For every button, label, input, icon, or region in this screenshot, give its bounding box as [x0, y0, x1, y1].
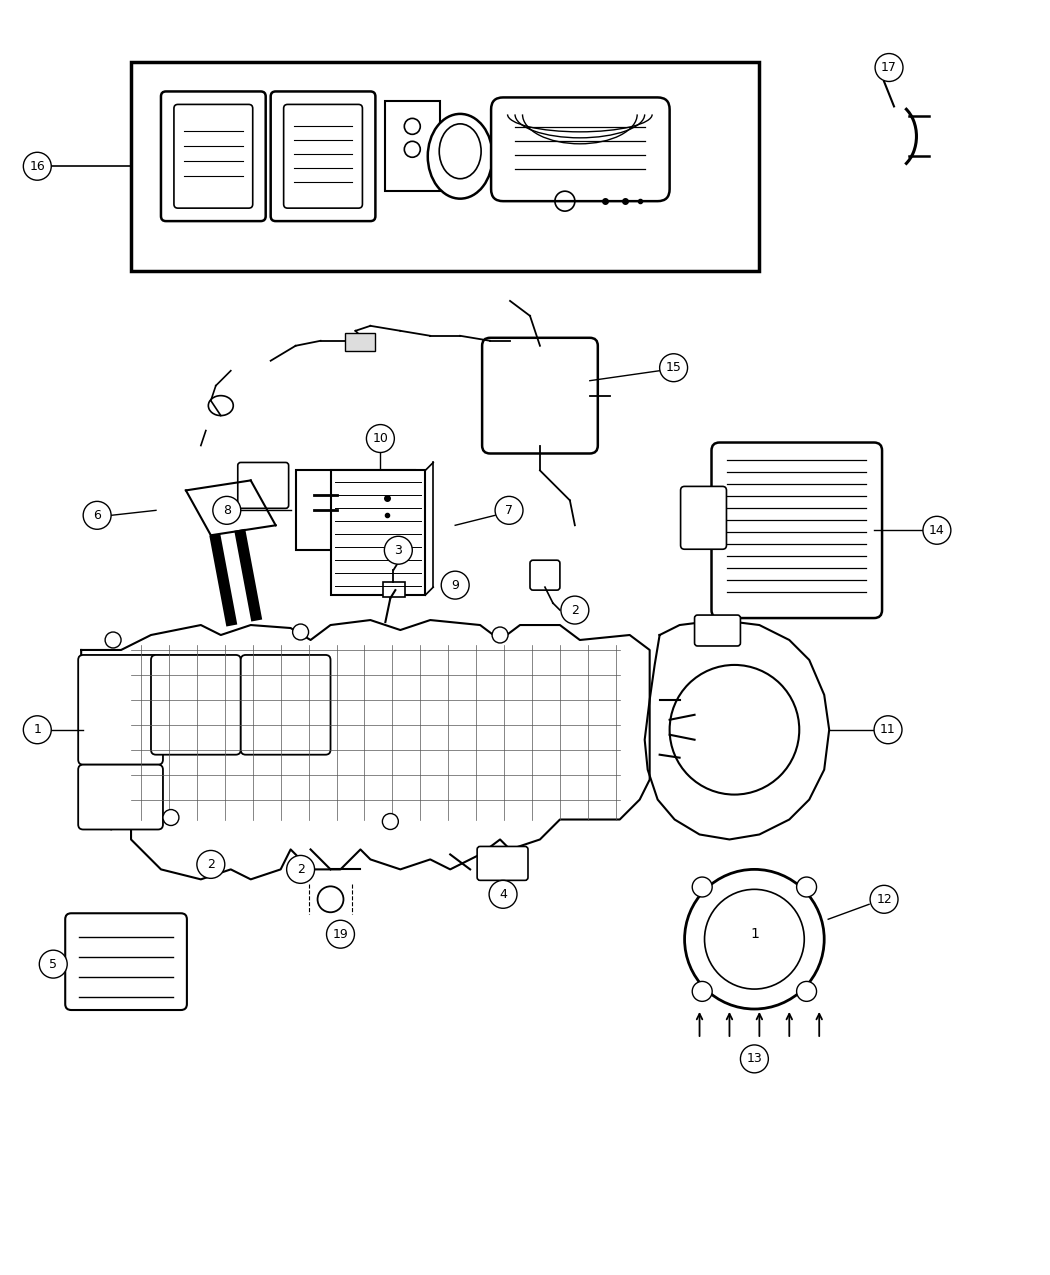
Circle shape: [384, 537, 413, 565]
Ellipse shape: [427, 113, 492, 199]
Text: 17: 17: [881, 61, 897, 74]
FancyBboxPatch shape: [174, 105, 253, 208]
Text: 12: 12: [876, 892, 891, 905]
Circle shape: [875, 54, 903, 82]
Circle shape: [196, 850, 225, 878]
FancyBboxPatch shape: [284, 105, 362, 208]
Circle shape: [561, 597, 589, 623]
Circle shape: [327, 921, 355, 949]
Circle shape: [692, 982, 712, 1001]
Circle shape: [692, 877, 712, 898]
Text: 15: 15: [666, 361, 681, 375]
Circle shape: [923, 516, 951, 544]
Text: 13: 13: [747, 1052, 762, 1066]
Circle shape: [23, 152, 51, 180]
Circle shape: [492, 627, 508, 643]
Circle shape: [797, 877, 817, 898]
Text: 3: 3: [395, 543, 402, 557]
FancyBboxPatch shape: [151, 655, 240, 755]
Circle shape: [287, 856, 315, 884]
FancyBboxPatch shape: [240, 655, 331, 755]
Circle shape: [83, 501, 111, 529]
FancyBboxPatch shape: [491, 97, 670, 201]
Circle shape: [441, 571, 469, 599]
Polygon shape: [81, 620, 650, 880]
Text: 1: 1: [34, 723, 41, 736]
FancyBboxPatch shape: [694, 615, 740, 646]
FancyBboxPatch shape: [477, 847, 528, 880]
Circle shape: [366, 425, 395, 453]
Text: 2: 2: [207, 858, 215, 871]
Bar: [131, 61, 759, 272]
Text: 16: 16: [29, 159, 45, 172]
FancyBboxPatch shape: [271, 92, 376, 221]
Circle shape: [163, 810, 178, 825]
FancyBboxPatch shape: [482, 338, 597, 454]
Text: 14: 14: [929, 524, 945, 537]
Text: 6: 6: [93, 509, 101, 521]
FancyBboxPatch shape: [530, 560, 560, 590]
Circle shape: [874, 715, 902, 743]
Text: 19: 19: [333, 928, 349, 941]
Text: 7: 7: [505, 504, 513, 516]
FancyBboxPatch shape: [65, 913, 187, 1010]
Text: 4: 4: [499, 887, 507, 901]
Circle shape: [496, 496, 523, 524]
FancyBboxPatch shape: [712, 442, 882, 618]
Circle shape: [23, 715, 51, 743]
Bar: [345, 333, 376, 351]
Circle shape: [317, 886, 343, 913]
Bar: [383, 583, 405, 597]
Circle shape: [293, 623, 309, 640]
Text: 11: 11: [880, 723, 896, 736]
Text: 1: 1: [750, 927, 759, 941]
Text: 8: 8: [223, 504, 231, 516]
Text: 5: 5: [49, 958, 58, 970]
Ellipse shape: [439, 124, 481, 178]
Polygon shape: [645, 620, 830, 839]
Circle shape: [213, 496, 240, 524]
FancyBboxPatch shape: [680, 486, 727, 550]
FancyBboxPatch shape: [237, 463, 289, 509]
FancyBboxPatch shape: [161, 92, 266, 221]
Circle shape: [870, 885, 898, 913]
Circle shape: [382, 813, 398, 830]
Bar: [331, 470, 425, 595]
FancyBboxPatch shape: [78, 655, 163, 765]
Circle shape: [659, 353, 688, 381]
Text: 10: 10: [373, 432, 388, 445]
Circle shape: [489, 880, 517, 908]
Text: 2: 2: [297, 863, 304, 876]
Circle shape: [797, 982, 817, 1001]
Bar: [296, 470, 416, 551]
Circle shape: [39, 950, 67, 978]
Text: 9: 9: [452, 579, 459, 592]
Bar: [385, 102, 440, 191]
Bar: [340, 496, 373, 520]
FancyBboxPatch shape: [78, 765, 163, 830]
Text: 2: 2: [571, 603, 579, 617]
Circle shape: [685, 870, 824, 1009]
Circle shape: [105, 632, 121, 648]
Circle shape: [740, 1046, 769, 1072]
